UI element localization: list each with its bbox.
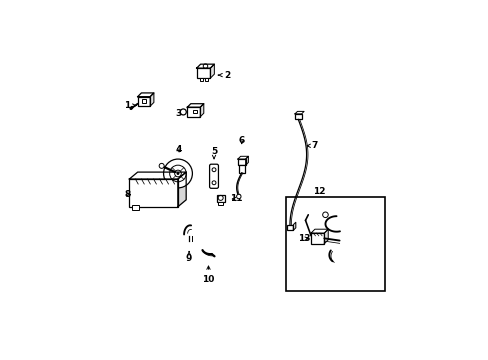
Bar — [239, 165, 244, 173]
Polygon shape — [138, 93, 154, 97]
Bar — [310, 233, 324, 244]
Bar — [286, 225, 293, 230]
Polygon shape — [245, 156, 248, 165]
Bar — [187, 107, 200, 117]
Text: 5: 5 — [210, 147, 217, 159]
Bar — [193, 110, 196, 113]
Text: 3: 3 — [175, 109, 184, 118]
Bar — [218, 202, 223, 204]
Text: 2: 2 — [218, 71, 230, 80]
Polygon shape — [293, 222, 295, 230]
Text: 9: 9 — [185, 252, 192, 264]
Text: 11: 11 — [229, 194, 242, 203]
Bar — [129, 179, 178, 207]
Bar — [132, 205, 139, 210]
Circle shape — [180, 109, 186, 115]
Text: 10: 10 — [202, 266, 214, 284]
Bar — [204, 78, 207, 81]
Bar — [285, 197, 385, 291]
Text: 4: 4 — [176, 145, 182, 154]
Polygon shape — [196, 64, 214, 68]
Polygon shape — [178, 172, 186, 207]
Polygon shape — [129, 172, 186, 179]
Text: 1: 1 — [124, 101, 136, 110]
Bar — [294, 114, 301, 120]
Bar — [196, 68, 210, 78]
Circle shape — [322, 212, 327, 217]
Polygon shape — [187, 104, 203, 107]
Polygon shape — [294, 111, 304, 114]
Polygon shape — [200, 104, 203, 117]
Bar — [138, 97, 150, 106]
Polygon shape — [150, 93, 154, 106]
Polygon shape — [237, 156, 248, 159]
Bar — [216, 194, 224, 202]
Circle shape — [163, 159, 192, 188]
Polygon shape — [310, 229, 327, 233]
Text: 12: 12 — [312, 187, 325, 196]
Text: 13: 13 — [297, 234, 309, 243]
Text: 6: 6 — [238, 136, 244, 145]
FancyBboxPatch shape — [209, 164, 218, 188]
Text: 7: 7 — [306, 141, 317, 150]
Polygon shape — [324, 229, 327, 244]
Circle shape — [177, 172, 179, 175]
Polygon shape — [210, 64, 214, 78]
Text: 8: 8 — [124, 190, 130, 199]
Circle shape — [159, 163, 164, 168]
Bar — [237, 159, 245, 165]
Bar — [142, 99, 145, 103]
Bar — [199, 78, 203, 81]
Circle shape — [236, 194, 241, 199]
